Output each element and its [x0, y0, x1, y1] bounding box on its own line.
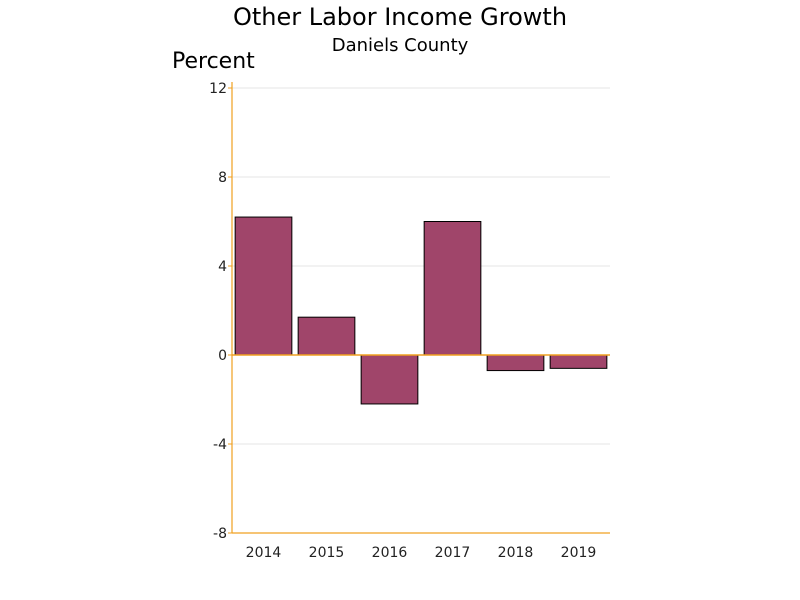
bar-2014 [234, 216, 293, 356]
y-tick-label: -4 [213, 437, 227, 453]
y-tick-label: 12 [209, 81, 227, 97]
x-tick-label: 2014 [246, 545, 282, 561]
x-tick-label: 2015 [309, 545, 345, 561]
x-tick-labels: 2014 2015 2016 2017 2018 2019 [246, 545, 597, 561]
x-tick-label: 2017 [435, 545, 471, 561]
bar-2019 [549, 354, 608, 369]
x-tick-label: 2016 [372, 545, 408, 561]
x-tick-label: 2019 [561, 545, 597, 561]
y-tick-label: -8 [213, 526, 227, 542]
y-tick-label: 4 [218, 259, 227, 275]
bar-2017 [423, 221, 482, 356]
axes [228, 82, 610, 534]
bar-2016 [360, 354, 419, 405]
chart-title: Other Labor Income Growth [233, 3, 567, 31]
y-tick-label: 0 [218, 348, 227, 364]
bar-2015 [297, 316, 356, 356]
y-tick-labels: -8 -4 0 4 8 12 [209, 81, 227, 542]
bars [234, 216, 608, 405]
y-axis-label: Percent [172, 49, 255, 74]
y-tick-label: 8 [218, 170, 227, 186]
bar-2018 [486, 354, 545, 372]
x-tick-label: 2018 [498, 545, 534, 561]
chart-subtitle: Daniels County [332, 35, 469, 56]
